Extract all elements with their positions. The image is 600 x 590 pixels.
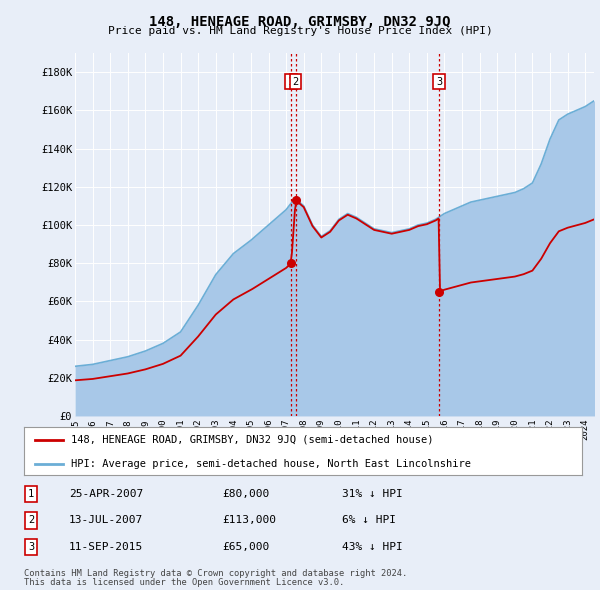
Text: 148, HENEAGE ROAD, GRIMSBY, DN32 9JQ (semi-detached house): 148, HENEAGE ROAD, GRIMSBY, DN32 9JQ (se… (71, 435, 434, 445)
Text: £80,000: £80,000 (222, 489, 269, 499)
Text: 2: 2 (292, 77, 299, 87)
Text: 13-JUL-2007: 13-JUL-2007 (69, 516, 143, 525)
Text: Contains HM Land Registry data © Crown copyright and database right 2024.: Contains HM Land Registry data © Crown c… (24, 569, 407, 578)
Text: 148, HENEAGE ROAD, GRIMSBY, DN32 9JQ: 148, HENEAGE ROAD, GRIMSBY, DN32 9JQ (149, 15, 451, 29)
Text: 31% ↓ HPI: 31% ↓ HPI (342, 489, 403, 499)
Text: 2: 2 (28, 516, 34, 525)
Text: 25-APR-2007: 25-APR-2007 (69, 489, 143, 499)
Text: 1: 1 (28, 489, 34, 499)
Text: £65,000: £65,000 (222, 542, 269, 552)
Text: 3: 3 (436, 77, 442, 87)
Text: 43% ↓ HPI: 43% ↓ HPI (342, 542, 403, 552)
Text: 6% ↓ HPI: 6% ↓ HPI (342, 516, 396, 525)
Text: HPI: Average price, semi-detached house, North East Lincolnshire: HPI: Average price, semi-detached house,… (71, 459, 472, 469)
Text: This data is licensed under the Open Government Licence v3.0.: This data is licensed under the Open Gov… (24, 578, 344, 588)
Text: 1: 1 (288, 77, 295, 87)
Text: £113,000: £113,000 (222, 516, 276, 525)
Text: Price paid vs. HM Land Registry's House Price Index (HPI): Price paid vs. HM Land Registry's House … (107, 26, 493, 36)
Text: 3: 3 (28, 542, 34, 552)
Text: 11-SEP-2015: 11-SEP-2015 (69, 542, 143, 552)
